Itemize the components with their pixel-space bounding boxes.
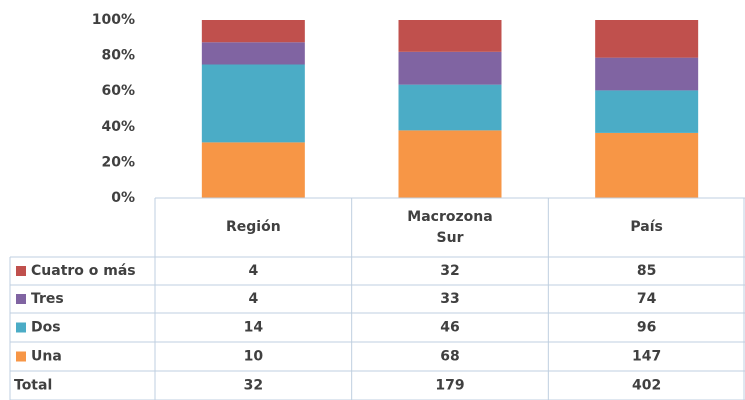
- table-value: 14: [244, 320, 264, 336]
- table-value: 10: [244, 349, 264, 365]
- legend-label: Tres: [31, 291, 64, 307]
- y-tick-label: 40%: [101, 119, 135, 135]
- table-value: 4: [248, 263, 258, 279]
- bar-segment: [398, 51, 502, 85]
- table-value: 96: [637, 320, 656, 336]
- bar-segment: [398, 84, 502, 131]
- table-value: 4: [248, 291, 258, 307]
- total-value: 32: [244, 378, 263, 394]
- table-value: 32: [440, 263, 459, 279]
- legend-label: Dos: [31, 320, 61, 336]
- legend-label: Cuatro o más: [31, 263, 136, 279]
- y-tick-label: 100%: [92, 12, 135, 28]
- total-value: 179: [435, 378, 464, 394]
- bar-segment: [201, 20, 305, 43]
- category-label: Región: [225, 219, 281, 235]
- bar-segment: [595, 132, 699, 198]
- total-label: Total: [14, 378, 52, 394]
- legend-swatch: [16, 266, 26, 276]
- bar-segment: [595, 57, 699, 91]
- table-value: 74: [637, 291, 657, 307]
- y-tick-label: 60%: [101, 83, 135, 99]
- total-value: 402: [632, 378, 661, 394]
- legend-swatch: [16, 294, 26, 304]
- bar-segment: [201, 42, 305, 65]
- table-value: 33: [440, 291, 459, 307]
- bar-segment: [398, 130, 502, 198]
- category-label: País: [630, 219, 663, 235]
- table-value: 68: [440, 349, 459, 365]
- table-value: 147: [632, 349, 661, 365]
- bar-segment: [595, 20, 699, 58]
- legend-label: Una: [31, 349, 62, 365]
- bar-segment: [595, 90, 699, 133]
- bar-segment: [201, 64, 305, 143]
- y-tick-label: 20%: [101, 154, 135, 170]
- y-tick-label: 80%: [101, 48, 135, 64]
- y-tick-label: 0%: [111, 190, 135, 206]
- table-value: 46: [440, 320, 459, 336]
- table-value: 85: [637, 263, 656, 279]
- bar-segment: [201, 142, 305, 198]
- legend-swatch: [16, 351, 26, 362]
- legend-swatch: [16, 322, 26, 333]
- bar-segment: [398, 20, 502, 52]
- category-label: Macrozona Sur: [407, 208, 493, 246]
